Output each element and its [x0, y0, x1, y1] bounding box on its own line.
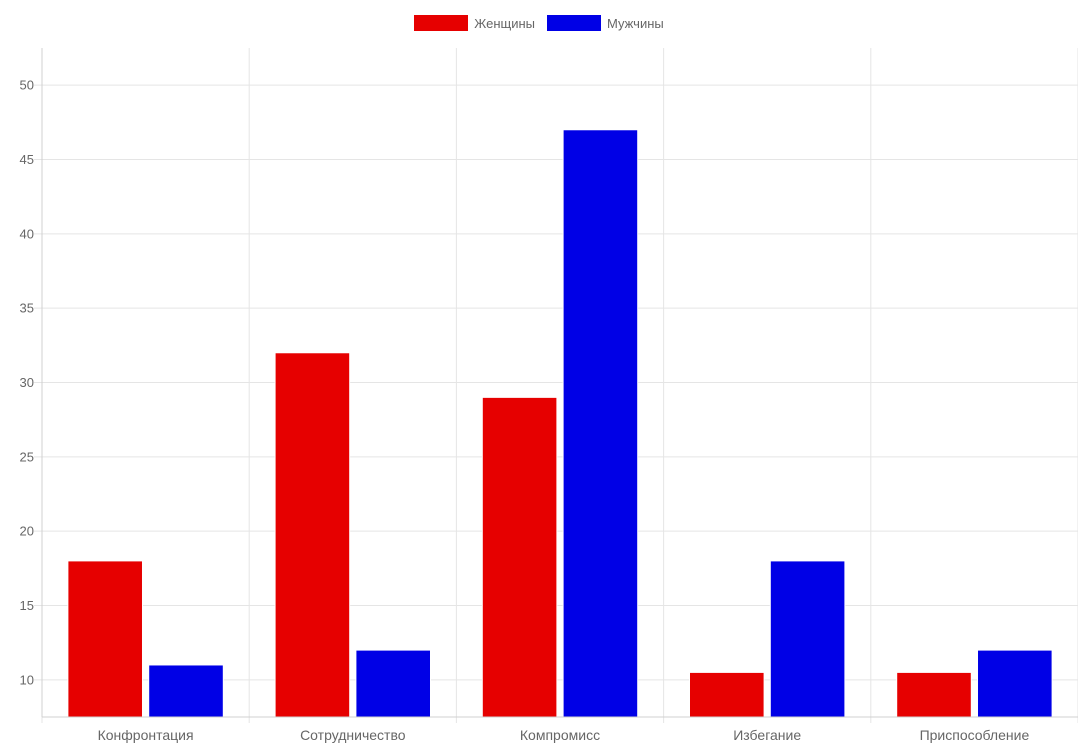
legend-label-women: Женщины — [474, 15, 535, 31]
bar-women[interactable] — [689, 671, 765, 718]
legend-swatch-men — [547, 15, 601, 31]
y-tick-label: 45 — [20, 152, 34, 167]
bar-men[interactable] — [148, 664, 224, 718]
bar-women[interactable] — [67, 560, 143, 718]
legend: Женщины Мужчины — [0, 15, 1078, 31]
y-tick-label: 25 — [20, 449, 34, 464]
x-tick-label: Конфронтация — [98, 727, 194, 743]
bar-men[interactable] — [977, 649, 1053, 718]
y-tick-label: 35 — [20, 301, 34, 316]
y-tick-label: 20 — [20, 524, 34, 539]
x-tick-label: Компромисс — [520, 727, 600, 743]
legend-item-men[interactable]: Мужчины — [547, 15, 664, 31]
bar-women[interactable] — [274, 352, 351, 718]
legend-swatch-women — [414, 15, 469, 31]
y-tick-label: 30 — [20, 375, 34, 390]
x-tick-label: Избегание — [733, 727, 801, 743]
y-tick-label: 40 — [20, 226, 34, 241]
bar-men[interactable] — [562, 129, 639, 718]
y-tick-label: 10 — [20, 672, 34, 687]
legend-label-men: Мужчины — [607, 15, 664, 31]
bar-women[interactable] — [896, 671, 972, 718]
y-tick-label: 50 — [20, 78, 34, 93]
y-tick-label: 15 — [20, 598, 34, 613]
legend-item-women[interactable]: Женщины — [414, 15, 535, 31]
x-tick-label: Приспособление — [920, 727, 1030, 743]
bar-men[interactable] — [355, 649, 431, 718]
bar-women[interactable] — [481, 396, 558, 718]
x-tick-label: Сотрудничество — [300, 727, 406, 743]
bar-men[interactable] — [769, 560, 846, 718]
